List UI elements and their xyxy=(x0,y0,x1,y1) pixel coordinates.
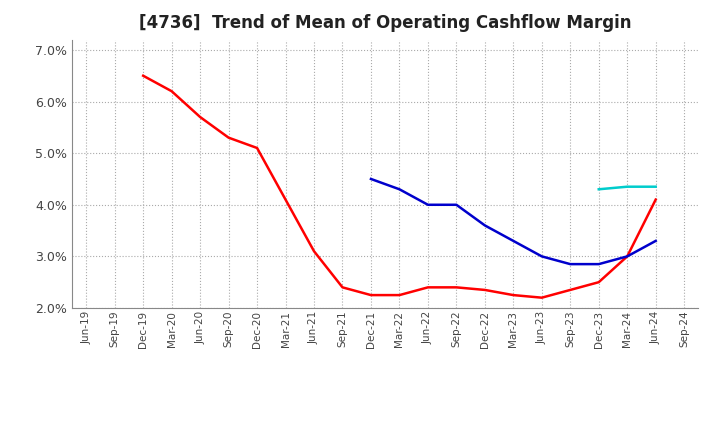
Legend: 3 Years, 5 Years, 7 Years, 10 Years: 3 Years, 5 Years, 7 Years, 10 Years xyxy=(176,434,595,440)
Title: [4736]  Trend of Mean of Operating Cashflow Margin: [4736] Trend of Mean of Operating Cashfl… xyxy=(139,15,631,33)
